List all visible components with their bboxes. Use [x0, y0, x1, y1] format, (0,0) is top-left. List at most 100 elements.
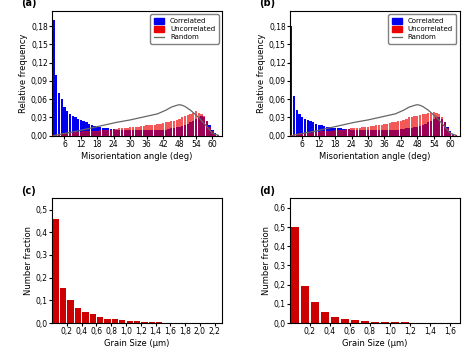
- Bar: [143, 126, 145, 136]
- Bar: [298, 114, 301, 136]
- Bar: [156, 130, 159, 136]
- Bar: [402, 120, 405, 136]
- Bar: [127, 321, 133, 323]
- Bar: [447, 128, 448, 136]
- Bar: [345, 129, 347, 136]
- Bar: [328, 131, 331, 136]
- Bar: [55, 75, 57, 136]
- Bar: [290, 26, 292, 136]
- Bar: [375, 130, 377, 136]
- Bar: [455, 135, 457, 136]
- Bar: [137, 127, 140, 136]
- Bar: [364, 127, 366, 136]
- Bar: [88, 123, 90, 136]
- Bar: [290, 135, 292, 136]
- Bar: [164, 130, 167, 136]
- Bar: [85, 122, 88, 136]
- Bar: [154, 130, 156, 136]
- Bar: [167, 129, 170, 136]
- Bar: [209, 125, 211, 136]
- Bar: [427, 113, 429, 136]
- Bar: [372, 130, 374, 136]
- X-axis label: Misorientation angle (deg): Misorientation angle (deg): [319, 152, 430, 161]
- Bar: [206, 121, 208, 136]
- Bar: [77, 132, 79, 136]
- Bar: [307, 120, 309, 136]
- Bar: [341, 319, 349, 323]
- Bar: [441, 119, 443, 136]
- Bar: [293, 134, 295, 136]
- Bar: [209, 127, 211, 136]
- Bar: [104, 318, 110, 323]
- Bar: [181, 126, 183, 136]
- Bar: [307, 133, 309, 136]
- Bar: [416, 127, 419, 136]
- Bar: [64, 133, 65, 136]
- Bar: [91, 131, 93, 136]
- Bar: [441, 118, 443, 136]
- Bar: [312, 132, 314, 136]
- Bar: [61, 133, 63, 136]
- Text: (a): (a): [21, 0, 37, 8]
- Bar: [162, 130, 164, 136]
- Bar: [430, 113, 432, 136]
- Bar: [60, 288, 66, 323]
- Bar: [121, 129, 123, 136]
- Bar: [326, 127, 328, 136]
- Bar: [201, 114, 202, 136]
- Bar: [118, 129, 120, 136]
- Bar: [378, 130, 380, 136]
- Bar: [110, 130, 112, 136]
- Bar: [383, 124, 386, 136]
- Bar: [126, 128, 128, 136]
- Bar: [211, 131, 214, 136]
- Bar: [178, 127, 181, 136]
- Bar: [401, 322, 409, 323]
- Bar: [148, 125, 151, 136]
- Bar: [452, 135, 454, 136]
- Bar: [444, 122, 446, 136]
- Y-axis label: Number fraction: Number fraction: [24, 226, 33, 295]
- Bar: [433, 112, 435, 136]
- Bar: [69, 114, 71, 136]
- Bar: [154, 125, 156, 136]
- Bar: [334, 130, 336, 136]
- Bar: [334, 128, 336, 136]
- Bar: [206, 121, 208, 136]
- Bar: [371, 322, 379, 323]
- Bar: [416, 116, 419, 136]
- Bar: [198, 113, 200, 136]
- Bar: [408, 129, 410, 136]
- Bar: [170, 121, 173, 136]
- Bar: [359, 128, 361, 136]
- Bar: [129, 127, 131, 136]
- Bar: [347, 129, 350, 136]
- Bar: [214, 134, 216, 136]
- X-axis label: Misorientation angle (deg): Misorientation angle (deg): [82, 152, 193, 161]
- Bar: [367, 127, 369, 136]
- Bar: [189, 122, 191, 136]
- Bar: [132, 130, 134, 136]
- Bar: [402, 129, 405, 136]
- Bar: [195, 119, 197, 136]
- Bar: [113, 129, 115, 136]
- X-axis label: Grain Size (µm): Grain Size (µm): [342, 339, 408, 348]
- Bar: [430, 121, 432, 136]
- Bar: [318, 132, 320, 136]
- Bar: [115, 130, 118, 136]
- Bar: [378, 125, 380, 136]
- Bar: [96, 131, 99, 136]
- Bar: [151, 130, 153, 136]
- Bar: [69, 133, 71, 136]
- Bar: [74, 118, 77, 136]
- Bar: [427, 122, 429, 136]
- Bar: [134, 321, 140, 323]
- Bar: [424, 114, 427, 136]
- Bar: [66, 133, 68, 136]
- Bar: [433, 119, 435, 136]
- Bar: [126, 130, 128, 136]
- Bar: [66, 111, 68, 136]
- Bar: [438, 114, 440, 136]
- Bar: [323, 126, 325, 136]
- Bar: [104, 130, 107, 136]
